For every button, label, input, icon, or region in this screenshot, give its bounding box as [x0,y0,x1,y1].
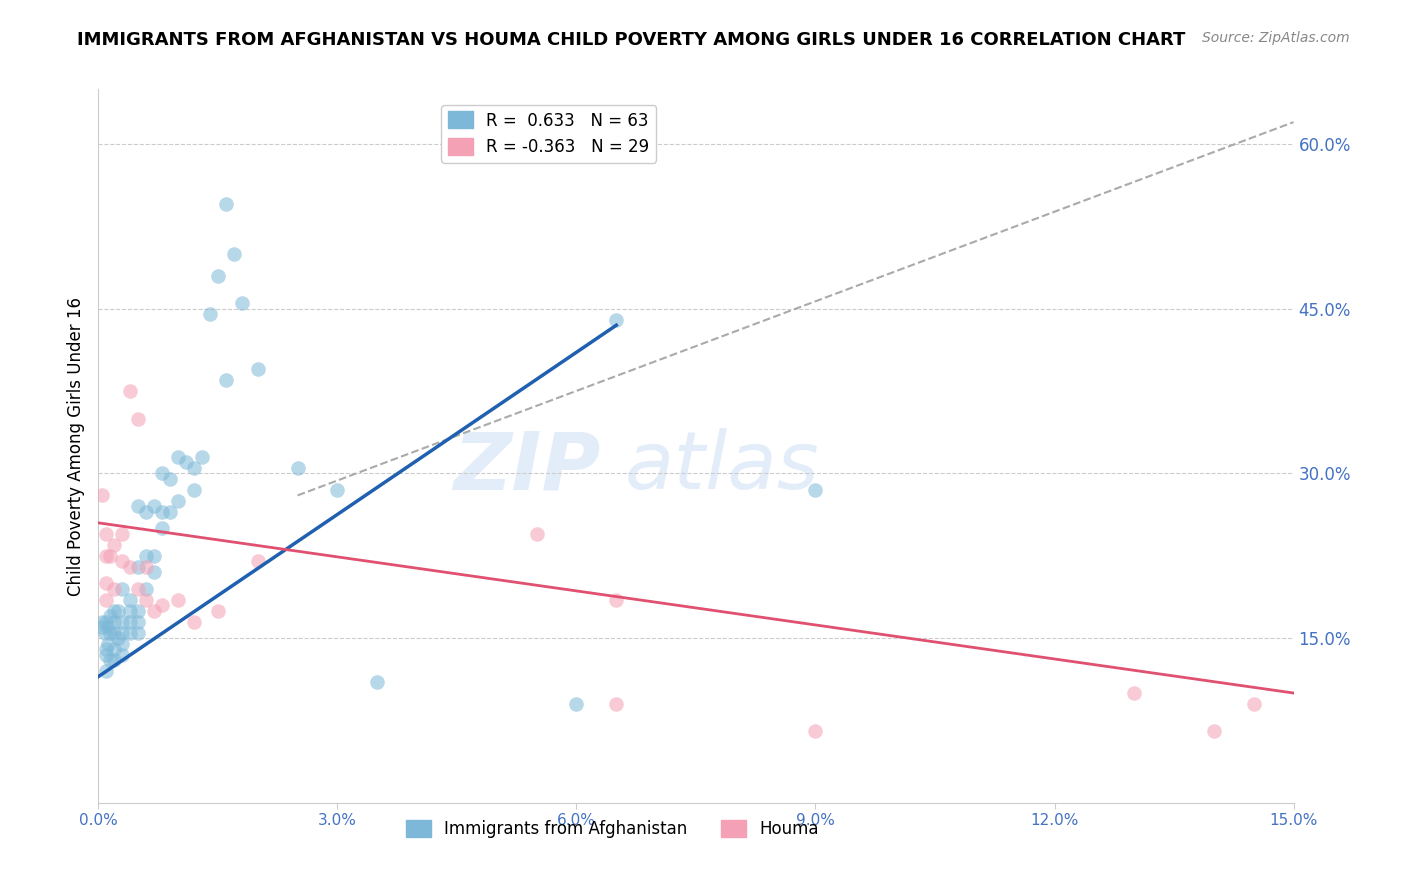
Point [159,472,181,486]
Point [111,648,134,662]
Text: IMMIGRANTS FROM AFGHANISTAN VS HOUMA CHILD POVERTY AMONG GIRLS UNDER 16 CORRELAT: IMMIGRANTS FROM AFGHANISTAN VS HOUMA CHI… [77,31,1185,49]
Point [174,455,197,469]
Point [91,620,114,634]
Point [135,505,157,519]
Point [94,625,117,640]
Point [103,604,125,618]
Point [1243,697,1265,711]
Point [103,615,125,629]
Y-axis label: Child Poverty Among Girls Under 16: Child Poverty Among Girls Under 16 [66,296,84,596]
Point [91,615,114,629]
Point [91,488,114,502]
Legend: Immigrants from Afghanistan, Houma: Immigrants from Afghanistan, Houma [399,813,825,845]
Point [150,521,173,535]
Point [246,362,269,376]
Point [191,450,214,464]
Point [605,697,627,711]
Point [96,615,118,629]
Point [96,648,118,662]
Point [804,724,827,739]
Point [111,615,134,629]
Point [207,268,229,283]
Point [120,604,142,618]
Point [96,664,118,678]
Point [1123,686,1146,700]
Point [98,609,122,624]
Point [167,494,190,508]
Point [207,604,229,618]
Point [96,642,118,657]
Point [198,307,221,321]
Point [287,461,309,475]
Point [103,653,125,667]
Point [159,505,181,519]
Point [135,549,157,563]
Point [120,559,142,574]
Point [127,625,149,640]
Point [366,675,388,690]
Point [143,549,166,563]
Point [97,637,120,651]
Text: Source: ZipAtlas.com: Source: ZipAtlas.com [1202,31,1350,45]
Point [97,620,120,634]
Point [96,576,118,591]
Point [127,604,149,618]
Point [222,247,245,261]
Point [246,554,269,568]
Point [127,559,149,574]
Point [127,582,149,596]
Point [111,637,134,651]
Point [215,373,238,387]
Point [120,615,142,629]
Point [135,592,157,607]
Point [183,615,205,629]
Text: ZIP: ZIP [453,428,600,507]
Point [150,467,173,481]
Point [107,604,129,618]
Point [143,500,166,514]
Point [326,483,349,497]
Point [127,411,149,425]
Point [111,582,134,596]
Point [111,625,134,640]
Point [150,598,173,612]
Point [143,604,166,618]
Point [526,526,548,541]
Point [103,538,125,552]
Point [135,559,157,574]
Point [120,384,142,398]
Point [231,296,253,310]
Point [183,461,205,475]
Point [804,483,827,497]
Point [127,500,149,514]
Point [167,592,190,607]
Point [103,625,125,640]
Text: atlas: atlas [624,428,820,507]
Point [111,554,134,568]
Point [120,625,142,640]
Point [605,592,627,607]
Point [183,483,205,497]
Point [127,615,149,629]
Point [98,625,122,640]
Point [605,312,627,326]
Point [96,549,118,563]
Point [143,566,166,580]
Point [150,505,173,519]
Point [111,526,134,541]
Point [167,450,190,464]
Point [103,642,125,657]
Point [96,526,118,541]
Point [565,697,588,711]
Point [107,631,129,645]
Point [96,592,118,607]
Point [98,653,122,667]
Point [135,582,157,596]
Point [215,197,238,211]
Point [1202,724,1225,739]
Point [120,592,142,607]
Point [103,582,125,596]
Point [98,549,122,563]
